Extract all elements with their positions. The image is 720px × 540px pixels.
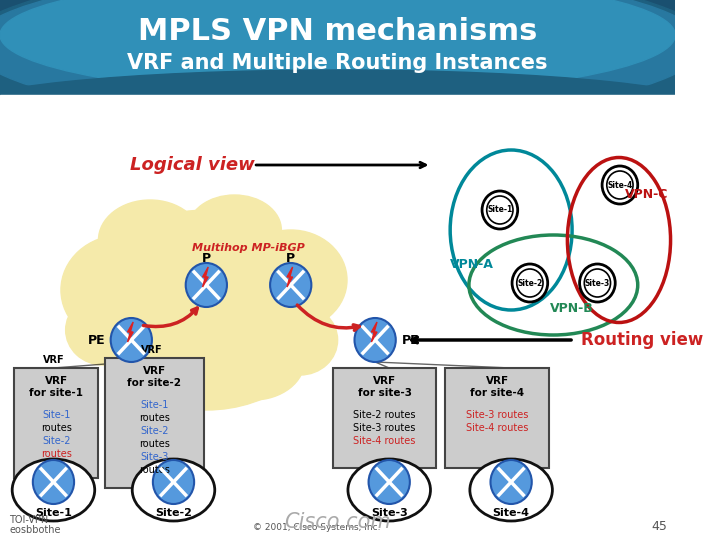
Circle shape — [602, 166, 638, 204]
Text: Site-1: Site-1 — [35, 508, 72, 518]
Polygon shape — [287, 267, 292, 287]
Circle shape — [153, 460, 194, 504]
Bar — [14, 368, 99, 478]
Text: VRF
for site-3: VRF for site-3 — [358, 376, 412, 399]
Ellipse shape — [348, 459, 431, 521]
Text: Routing view: Routing view — [582, 331, 703, 349]
Circle shape — [517, 269, 543, 297]
Text: MPLS VPN mechanisms: MPLS VPN mechanisms — [138, 17, 537, 46]
Text: Site-4 routes: Site-4 routes — [354, 436, 415, 446]
Text: Site-2: Site-2 — [42, 436, 71, 446]
Ellipse shape — [12, 459, 95, 521]
Circle shape — [33, 460, 74, 504]
Circle shape — [186, 263, 227, 307]
FancyBboxPatch shape — [0, 0, 675, 110]
Text: VPN-A: VPN-A — [450, 259, 494, 272]
Text: Site-2 routes: Site-2 routes — [354, 410, 415, 420]
Circle shape — [111, 318, 152, 362]
Circle shape — [580, 264, 615, 302]
Bar — [333, 368, 436, 468]
Ellipse shape — [0, 70, 720, 150]
Ellipse shape — [202, 320, 305, 400]
Ellipse shape — [0, 0, 675, 95]
Text: VRF: VRF — [42, 355, 64, 365]
Text: Site-2: Site-2 — [517, 279, 542, 287]
Text: routes: routes — [139, 439, 170, 449]
Text: VPN-B: VPN-B — [550, 301, 594, 314]
Ellipse shape — [263, 305, 338, 375]
Text: Site-4: Site-4 — [607, 180, 633, 190]
Bar — [446, 368, 549, 468]
Circle shape — [490, 460, 532, 504]
Text: Site-3: Site-3 — [371, 508, 408, 518]
Circle shape — [512, 264, 548, 302]
Text: routes: routes — [41, 449, 72, 459]
Circle shape — [270, 263, 311, 307]
Polygon shape — [372, 322, 377, 342]
Text: VPN-C: VPN-C — [626, 188, 669, 201]
Text: routes: routes — [41, 423, 72, 433]
Text: Cisco.com: Cisco.com — [284, 512, 391, 532]
Ellipse shape — [0, 0, 720, 145]
Text: routes: routes — [139, 465, 170, 475]
Polygon shape — [202, 267, 208, 287]
Text: Site-2: Site-2 — [155, 508, 192, 518]
Circle shape — [482, 191, 518, 229]
Ellipse shape — [188, 195, 282, 265]
Text: Site-4: Site-4 — [492, 508, 530, 518]
Ellipse shape — [0, 100, 720, 180]
Circle shape — [487, 196, 513, 224]
Text: PE: PE — [401, 334, 419, 347]
Ellipse shape — [164, 220, 248, 280]
Text: P: P — [202, 252, 211, 265]
Text: Site-3 routes: Site-3 routes — [466, 410, 528, 420]
Text: © 2001, Cisco Systems, Inc.: © 2001, Cisco Systems, Inc. — [253, 523, 381, 532]
Ellipse shape — [66, 295, 140, 365]
Text: Site-3: Site-3 — [140, 452, 168, 462]
Ellipse shape — [99, 200, 202, 280]
Text: Site-1: Site-1 — [42, 410, 71, 420]
Text: VRF
for site-4: VRF for site-4 — [470, 376, 524, 399]
Circle shape — [607, 171, 633, 199]
Text: Site-4 routes: Site-4 routes — [466, 423, 528, 433]
Text: PE: PE — [87, 334, 105, 347]
Ellipse shape — [239, 260, 323, 340]
Ellipse shape — [132, 459, 215, 521]
Bar — [0, 95, 675, 540]
Text: VRF and Multiple Routing Instances: VRF and Multiple Routing Instances — [127, 53, 548, 73]
Ellipse shape — [61, 235, 183, 345]
Text: Site-3 routes: Site-3 routes — [354, 423, 415, 433]
Bar — [105, 358, 204, 488]
Ellipse shape — [84, 210, 328, 410]
Text: TOI-VPN: TOI-VPN — [9, 515, 49, 525]
Ellipse shape — [117, 310, 220, 390]
Circle shape — [584, 269, 611, 297]
Ellipse shape — [0, 0, 703, 120]
Text: P: P — [286, 252, 295, 265]
Polygon shape — [127, 322, 133, 342]
Text: Logical view: Logical view — [130, 156, 255, 174]
Text: VRF
for site-2: VRF for site-2 — [127, 366, 181, 388]
Text: VRF: VRF — [141, 345, 163, 355]
Text: eosbbothe: eosbbothe — [9, 525, 61, 535]
Text: Site-1: Site-1 — [487, 206, 513, 214]
Circle shape — [369, 460, 410, 504]
Ellipse shape — [470, 459, 552, 521]
Circle shape — [354, 318, 396, 362]
Ellipse shape — [235, 230, 347, 330]
Text: Site-1: Site-1 — [140, 400, 168, 410]
Text: 45: 45 — [652, 519, 667, 532]
Text: VRF
for site-1: VRF for site-1 — [30, 376, 84, 399]
Text: Site-3: Site-3 — [585, 279, 610, 287]
Text: Site-2: Site-2 — [140, 426, 168, 436]
Text: Multihop MP-iBGP: Multihop MP-iBGP — [192, 243, 305, 253]
Text: routes: routes — [139, 413, 170, 423]
